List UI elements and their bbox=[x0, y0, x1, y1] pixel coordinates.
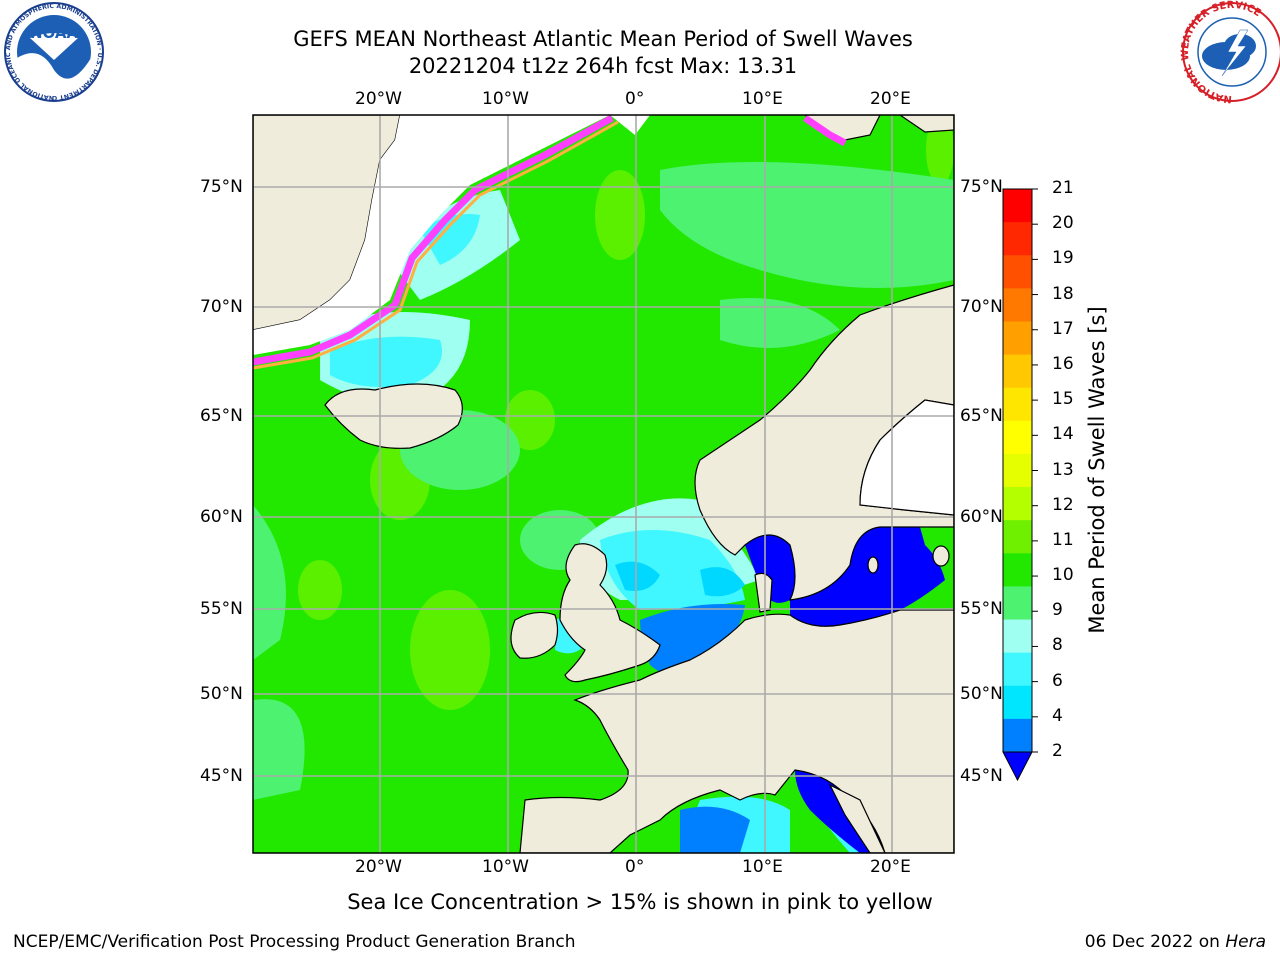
lat-label-left: 65°N bbox=[200, 406, 243, 426]
colorbar-swatch bbox=[1003, 321, 1032, 356]
sea-ice-edge bbox=[253, 115, 847, 366]
land-masses bbox=[253, 115, 954, 853]
nws-logo: NATIONAL WEATHER SERVICE bbox=[1180, 0, 1280, 104]
ireland bbox=[510, 611, 559, 659]
sea-ice-edge-inner bbox=[253, 120, 619, 370]
colorbar-swatch bbox=[1003, 288, 1032, 322]
lon-label-top: 10°E bbox=[742, 89, 783, 109]
colorbar-swatch bbox=[1003, 553, 1032, 587]
colorbar-tick-label: 11 bbox=[1052, 529, 1074, 550]
lat-label-right: 45°N bbox=[960, 766, 1003, 786]
colorbar-swatch bbox=[1003, 387, 1032, 422]
map-frame bbox=[252, 114, 955, 854]
colorbar-swatch bbox=[1003, 619, 1032, 654]
lat-label-left: 50°N bbox=[200, 684, 243, 704]
lat-label-right: 75°N bbox=[960, 177, 1003, 197]
lon-label-bottom: 10°W bbox=[482, 857, 529, 877]
lat-label-left: 75°N bbox=[200, 177, 243, 197]
lat-label-right: 50°N bbox=[960, 684, 1003, 704]
lat-label-right: 70°N bbox=[960, 297, 1003, 317]
lon-label-bottom: 20°W bbox=[355, 857, 402, 877]
noaa-logo-text: NOAA bbox=[30, 24, 79, 42]
lat-label-right: 55°N bbox=[960, 599, 1003, 619]
colorbar-tick-label: 21 bbox=[1052, 178, 1074, 198]
colorbar-extend-arrow bbox=[1002, 751, 1033, 782]
chart-subtitle: 20221204 t12z 264h fcst Max: 13.31 bbox=[408, 54, 798, 78]
colorbar-swatch bbox=[1003, 685, 1032, 720]
map-gridlines bbox=[253, 115, 954, 853]
sea-ice-note: Sea Ice Concentration > 15% is shown in … bbox=[347, 890, 933, 914]
colorbar-swatch bbox=[1003, 255, 1032, 289]
colorbar-title: Mean Period of Swell Waves [s] bbox=[1085, 306, 1109, 634]
colorbar-swatch bbox=[1003, 453, 1032, 488]
swell-band-2-4 bbox=[640, 604, 750, 853]
colorbar-tick-label: 9 bbox=[1052, 600, 1063, 621]
colorbar-swatch bbox=[1003, 586, 1032, 621]
finland-land bbox=[859, 399, 954, 516]
footer-host: Hera bbox=[1225, 932, 1266, 952]
lon-label-top: 20°W bbox=[355, 89, 402, 109]
colorbar-swatch bbox=[1003, 189, 1032, 223]
colorbar-tick-label: 12 bbox=[1052, 494, 1074, 515]
lat-label-left: 45°N bbox=[200, 766, 243, 786]
lon-label-top: 10°W bbox=[482, 89, 529, 109]
colorbar-swatch bbox=[1003, 487, 1032, 521]
colorbar-tick-label: 13 bbox=[1052, 459, 1074, 480]
colorbar-tick-label: 18 bbox=[1052, 283, 1074, 304]
colorbar-swatch bbox=[1003, 718, 1032, 753]
noaa-logo: NATIONAL OCEANIC AND ATMOSPHERIC ADMINIS… bbox=[0, 0, 104, 102]
lon-label-bottom: 20°E bbox=[870, 857, 911, 877]
colorbar-swatch bbox=[1003, 420, 1032, 455]
colorbar-tick-label: 20 bbox=[1052, 213, 1074, 234]
colorbar-swatch bbox=[1003, 354, 1032, 389]
lat-label-left: 60°N bbox=[200, 507, 243, 527]
colorbar bbox=[1002, 188, 1038, 782]
no-data-ice-area bbox=[253, 115, 610, 355]
chart-title: GEFS MEAN Northeast Atlantic Mean Period… bbox=[293, 27, 913, 51]
lat-label-left: 70°N bbox=[200, 297, 243, 317]
colorbar-tick-label: 8 bbox=[1052, 635, 1063, 656]
colorbar-tick-label: 17 bbox=[1052, 318, 1074, 339]
colorbar-tick-label: 2 bbox=[1052, 741, 1063, 761]
lat-label-left: 55°N bbox=[200, 599, 243, 619]
colorbar-swatch bbox=[1003, 652, 1032, 687]
lat-label-right: 65°N bbox=[960, 406, 1003, 426]
colorbar-tick-label: 15 bbox=[1052, 389, 1074, 410]
colorbar-tick-label: 6 bbox=[1052, 670, 1063, 691]
great-britain bbox=[559, 543, 661, 683]
footer-date-text: 06 Dec 2022 on bbox=[1084, 932, 1220, 952]
colorbar-tick-label: 14 bbox=[1052, 424, 1074, 445]
footer-date: 06 Dec 2022 on Hera bbox=[1085, 932, 1266, 952]
lon-label-bottom: 10°E bbox=[742, 857, 783, 877]
colorbar-tick-label: 10 bbox=[1052, 565, 1074, 586]
colorbar-tick-label: 4 bbox=[1052, 705, 1063, 726]
lon-label-top: 0° bbox=[625, 89, 645, 109]
lon-label-top: 20°E bbox=[870, 89, 911, 109]
colorbar-tick-label: 16 bbox=[1052, 353, 1074, 374]
lon-label-bottom: 0° bbox=[625, 857, 645, 877]
swell-band-4-6 bbox=[615, 561, 745, 597]
colorbar-swatch bbox=[1003, 222, 1032, 256]
colorbar-swatch bbox=[1003, 520, 1032, 554]
footer-credit: NCEP/EMC/Verification Post Processing Pr… bbox=[13, 932, 576, 952]
lat-label-right: 60°N bbox=[960, 507, 1003, 527]
colorbar-tick-label: 19 bbox=[1052, 248, 1074, 269]
map-area bbox=[253, 115, 954, 853]
